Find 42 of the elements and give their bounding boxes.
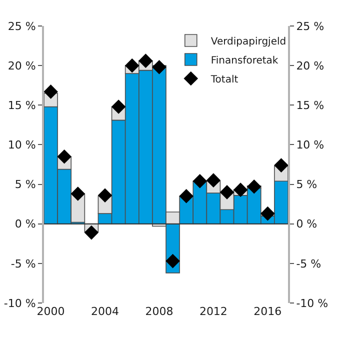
x-tick-label: 2016 — [254, 305, 282, 318]
x-tick-label: 2008 — [145, 305, 174, 318]
point — [166, 254, 180, 268]
point — [44, 84, 58, 99]
legend-label: Totalt — [210, 74, 238, 86]
point — [98, 188, 112, 203]
point — [111, 100, 126, 114]
point — [138, 54, 153, 68]
point — [220, 185, 234, 200]
y-tick-label: 0 % — [14, 218, 36, 231]
y2-tick-label: 15 % — [296, 98, 324, 112]
y-tick-label: -10 % — [4, 296, 36, 310]
point — [206, 173, 221, 188]
point — [70, 186, 86, 201]
y2-tick-label: -10 % — [296, 296, 328, 310]
y-tick-label: -5 % — [10, 257, 36, 270]
point — [233, 182, 248, 197]
y-tick-label: 5 % — [14, 178, 36, 192]
point — [260, 206, 275, 221]
y2-tick-label: 10 % — [296, 138, 324, 152]
x-tick-label: 2004 — [91, 305, 119, 318]
y2-tick-label: 0 % — [296, 218, 318, 231]
legend-label: Finansforetak — [210, 55, 278, 66]
y-tick-label: 25 % — [8, 20, 36, 33]
point — [84, 225, 99, 240]
y2-tick-label: 20 % — [296, 59, 324, 72]
point — [179, 189, 194, 204]
point — [124, 58, 140, 73]
y2-tick-label: 5 % — [296, 178, 318, 192]
point — [152, 60, 166, 74]
point — [192, 174, 208, 188]
x-tick-label: 2000 — [36, 305, 65, 318]
y-tick-label: 15 % — [8, 98, 36, 112]
legend-label: Verdipapirgjeld — [210, 36, 286, 48]
point — [274, 158, 288, 172]
x-tick-label: 2012 — [199, 305, 228, 318]
y2-tick-label: 25 % — [296, 20, 324, 33]
y-tick-label: 10 % — [8, 138, 36, 152]
point — [246, 180, 262, 194]
point — [57, 149, 72, 164]
y-tick-label: 20 % — [8, 59, 36, 72]
y2-tick-label: -5 % — [296, 257, 322, 270]
